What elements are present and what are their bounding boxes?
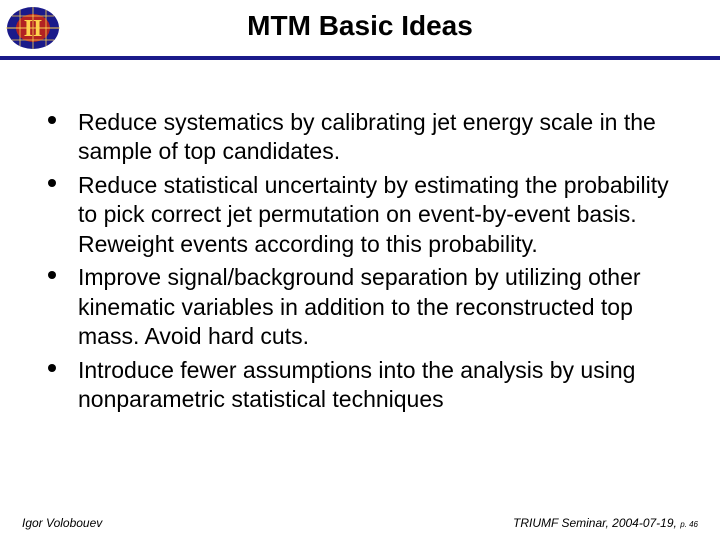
slide-title: MTM Basic Ideas [0, 10, 720, 42]
slide-content: Reduce systematics by calibrating jet en… [0, 72, 720, 414]
footer-page: p. 46 [680, 520, 698, 529]
bullet-text: Introduce fewer assumptions into the ana… [78, 356, 676, 415]
bullet-dot-icon [48, 271, 56, 279]
bullet-dot-icon [48, 364, 56, 372]
bullet-item: Reduce statistical uncertainty by estima… [44, 171, 676, 259]
footer-author: Igor Volobouev [22, 516, 102, 530]
footer-seminar: TRIUMF Seminar, 2004-07-19, [513, 516, 680, 530]
bullet-item: Reduce systematics by calibrating jet en… [44, 108, 676, 167]
slide-header: II MTM Basic Ideas [0, 0, 720, 72]
slide-footer: Igor Volobouev TRIUMF Seminar, 2004-07-1… [0, 516, 720, 530]
bullet-text: Improve signal/background separation by … [78, 263, 676, 351]
bullet-text: Reduce statistical uncertainty by estima… [78, 171, 676, 259]
footer-meta: TRIUMF Seminar, 2004-07-19, p. 46 [513, 516, 698, 530]
bullet-item: Improve signal/background separation by … [44, 263, 676, 351]
bullet-dot-icon [48, 116, 56, 124]
bullet-text: Reduce systematics by calibrating jet en… [78, 108, 676, 167]
header-rule [0, 56, 720, 60]
bullet-dot-icon [48, 179, 56, 187]
bullet-item: Introduce fewer assumptions into the ana… [44, 356, 676, 415]
